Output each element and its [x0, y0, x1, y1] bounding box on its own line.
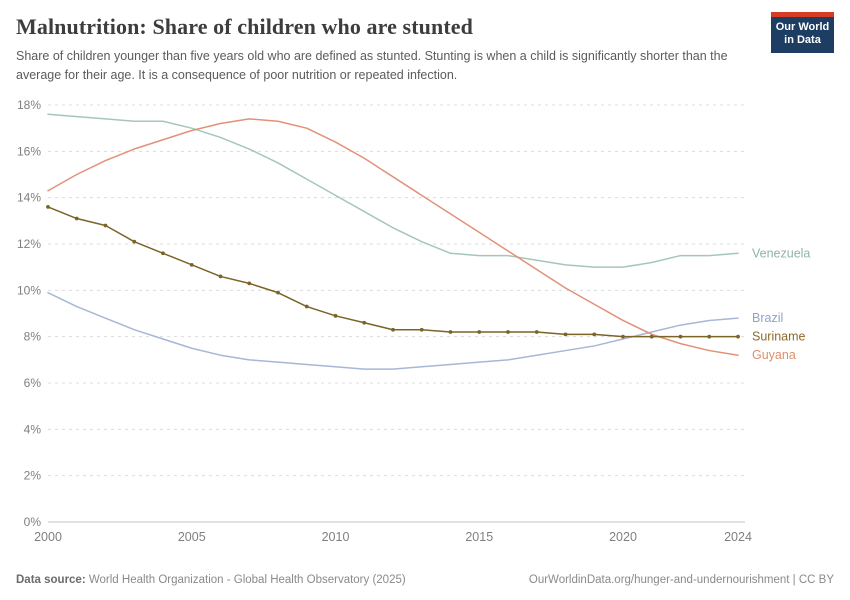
series-point-suriname[interactable] [707, 334, 712, 339]
x-tick-label: 2020 [609, 530, 637, 544]
chart-footer: Data source: World Health Organization -… [16, 574, 834, 586]
x-tick-label: 2015 [465, 530, 493, 544]
x-tick-label: 2010 [322, 530, 350, 544]
series-point-suriname[interactable] [534, 329, 539, 334]
series-label-suriname[interactable]: Suriname [752, 329, 806, 343]
series-point-suriname[interactable] [563, 331, 568, 336]
series-point-suriname[interactable] [621, 334, 625, 339]
logo-text: Our World in Data [771, 17, 834, 53]
series-point-suriname[interactable] [477, 329, 482, 334]
y-tick-label: 0% [24, 515, 42, 529]
series-point-suriname[interactable] [74, 216, 79, 220]
series-point-suriname[interactable] [276, 290, 280, 295]
series-point-suriname[interactable] [161, 250, 165, 255]
series-point-suriname[interactable] [649, 334, 654, 339]
series-line-brazil[interactable] [47, 291, 739, 370]
series-point-suriname[interactable] [391, 327, 395, 332]
logo-accent-bar [771, 12, 834, 17]
data-source-text: World Health Organization - Global Healt… [88, 574, 406, 586]
series-line-venezuela[interactable] [47, 113, 739, 268]
y-tick-label: 16% [17, 144, 41, 158]
series-line-suriname[interactable] [47, 205, 739, 337]
series-point-suriname[interactable] [736, 334, 740, 339]
series-point-suriname[interactable] [333, 313, 338, 318]
series-line-guyana[interactable] [47, 117, 739, 356]
series-point-suriname[interactable] [362, 320, 367, 325]
series-point-suriname[interactable] [247, 280, 252, 285]
chart-header: Malnutrition: Share of children who are … [0, 0, 850, 85]
series-point-suriname[interactable] [304, 304, 309, 308]
series-point-suriname[interactable] [678, 334, 683, 339]
series-point-suriname[interactable] [506, 329, 510, 334]
logo-line2: in Data [784, 34, 821, 46]
y-tick-label: 14% [17, 190, 41, 204]
owid-logo[interactable]: Our World in Data [771, 12, 834, 53]
y-tick-label: 18% [17, 98, 41, 112]
series-point-suriname[interactable] [218, 274, 223, 278]
data-source-label: Data source: [16, 574, 86, 586]
x-tick-label: 2005 [178, 530, 206, 544]
logo-line1: Our World [775, 21, 830, 33]
x-tick-label: 2000 [34, 530, 62, 544]
series-point-suriname[interactable] [189, 262, 194, 267]
series-label-guyana[interactable]: Guyana [752, 348, 796, 362]
series-point-suriname[interactable] [592, 331, 597, 336]
chart-subtitle: Share of children younger than five year… [16, 49, 728, 82]
x-tick-label: 2024 [724, 530, 752, 544]
page-title: Malnutrition: Share of children who are … [16, 14, 473, 39]
series-point-suriname[interactable] [419, 327, 424, 332]
y-tick-label: 10% [17, 283, 41, 297]
y-tick-label: 2% [24, 468, 42, 482]
series-point-suriname[interactable] [46, 204, 50, 209]
series-label-brazil[interactable]: Brazil [752, 311, 783, 325]
data-source: Data source: World Health Organization -… [16, 574, 406, 586]
y-tick-label: 12% [17, 237, 41, 251]
series-label-venezuela[interactable]: Venezuela [752, 246, 810, 260]
y-tick-label: 6% [24, 376, 42, 390]
chart-canvas[interactable]: 0% 2% 4% 6% 8% 10% 12% 14% 16% 18% 2000 2005 2010 201… [0, 87, 850, 552]
credit-link[interactable]: OurWorldinData.org/hunger-and-undernouri… [528, 574, 834, 586]
series-point-suriname[interactable] [103, 223, 108, 227]
series-point-suriname[interactable] [132, 239, 137, 244]
series-point-suriname[interactable] [448, 329, 453, 334]
line-chart[interactable]: 0% 2% 4% 6% 8% 10% 12% 14% 16% 18% 2000 2005 2010 201… [0, 87, 850, 552]
y-tick-label: 8% [24, 329, 42, 343]
y-tick-label: 4% [24, 422, 42, 436]
